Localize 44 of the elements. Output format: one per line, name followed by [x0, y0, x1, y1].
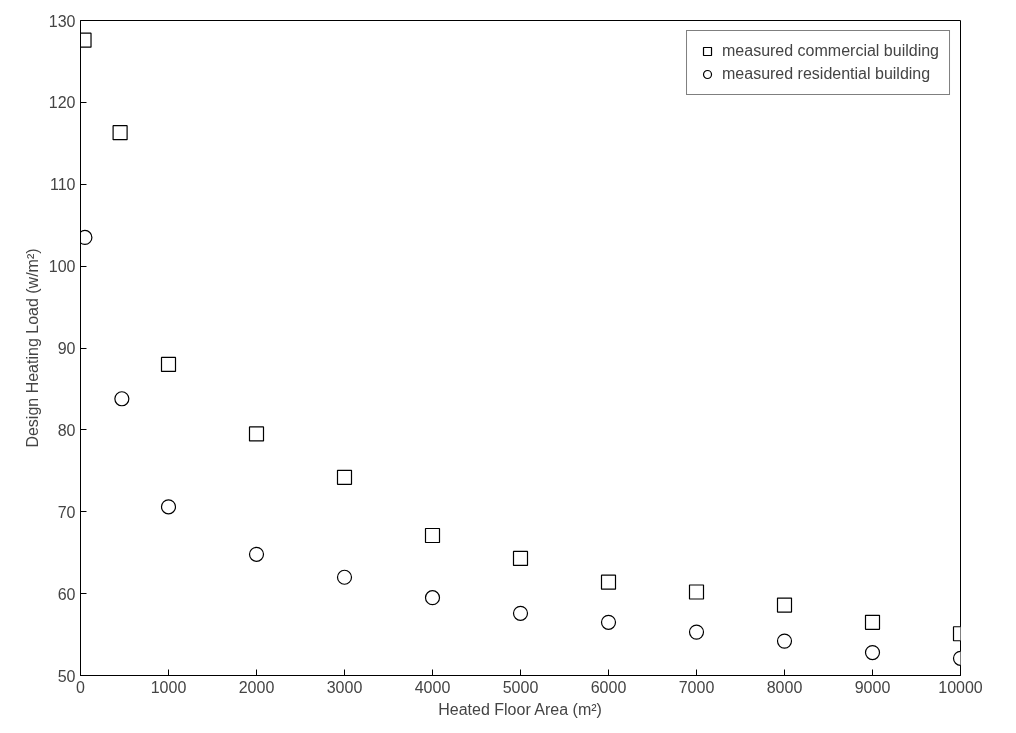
x-tick-label: 1000	[150, 678, 187, 696]
point	[600, 614, 617, 630]
x-axis-title: Heated Floor Area (m²)	[438, 700, 602, 718]
y-tick-label: 120	[48, 94, 76, 112]
point	[424, 527, 441, 544]
y-tick-label: 60	[57, 585, 76, 603]
x-tick-label: 8000	[766, 678, 803, 696]
point	[688, 624, 705, 640]
y-tick-label: 80	[57, 421, 76, 439]
x-tick-label: 9000	[854, 678, 891, 696]
y-tick-label: 90	[57, 340, 76, 357]
y-tick-label: 70	[57, 503, 76, 521]
y-tick-label: 110	[49, 176, 76, 194]
legend-label: measured commercial building	[722, 42, 939, 60]
point	[864, 614, 881, 630]
point	[776, 633, 793, 649]
y-axis-title: Design Heating Load (w/m²)	[23, 248, 41, 448]
point	[512, 550, 529, 567]
x-tick-label: 3000	[326, 678, 363, 696]
x-tick-label: 6000	[590, 678, 627, 696]
y-tick-label: 100	[48, 258, 76, 276]
point	[512, 605, 529, 621]
point	[424, 590, 441, 606]
y-tick-label: 50	[57, 667, 76, 685]
point	[114, 391, 130, 407]
point	[688, 584, 705, 600]
x-tick-label: 5000	[502, 678, 539, 696]
point	[336, 469, 353, 485]
point	[112, 125, 128, 141]
point	[336, 569, 353, 585]
x-tick-label: 0	[76, 678, 86, 696]
point	[248, 426, 265, 442]
x-tick-label: 10000	[938, 678, 983, 696]
point	[160, 499, 177, 515]
x-tick-label: 4000	[414, 678, 451, 696]
point	[160, 356, 177, 372]
x-tick-label: 2000	[238, 678, 275, 696]
point	[864, 644, 881, 661]
y-tick-label: 130	[48, 12, 76, 30]
point	[600, 574, 617, 590]
x-tick-label: 7000	[678, 678, 715, 696]
point	[776, 597, 793, 613]
point	[248, 546, 265, 562]
legend-label: measured residential building	[722, 65, 931, 83]
